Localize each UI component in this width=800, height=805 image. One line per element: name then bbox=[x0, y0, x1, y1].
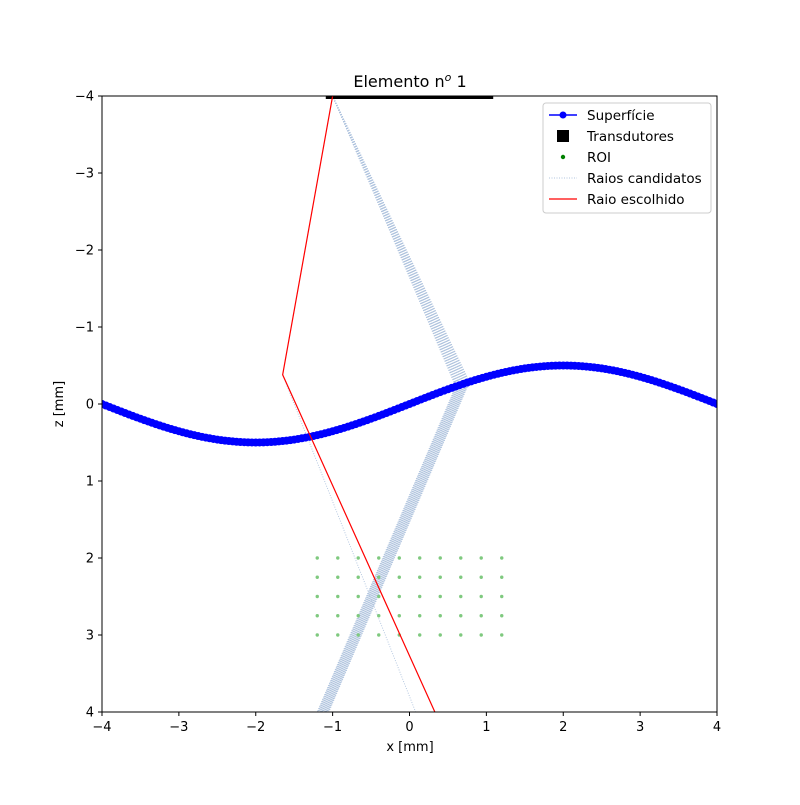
roi-point bbox=[377, 556, 381, 560]
x-tick-label: −4 bbox=[92, 720, 111, 735]
legend-label: Superfície bbox=[587, 108, 655, 124]
roi-point bbox=[356, 575, 360, 579]
roi-point bbox=[479, 575, 483, 579]
roi-point bbox=[418, 556, 422, 560]
y-tick-label: −3 bbox=[75, 167, 94, 182]
roi-point bbox=[438, 594, 442, 599]
roi-point bbox=[336, 633, 340, 637]
y-tick-label: −1 bbox=[75, 321, 94, 336]
roi-layer bbox=[315, 556, 504, 637]
roi-point bbox=[397, 556, 401, 560]
roi-point bbox=[500, 575, 504, 579]
legend-label: Raios candidatos bbox=[587, 171, 702, 187]
y-tick-label: −2 bbox=[75, 244, 94, 259]
legend-label: Raio escolhido bbox=[587, 192, 685, 208]
roi-point bbox=[479, 614, 483, 618]
legend-box bbox=[542, 102, 712, 214]
x-tick-label: −1 bbox=[323, 720, 342, 735]
roi-point bbox=[397, 614, 401, 618]
roi-point bbox=[459, 556, 463, 560]
roi-point bbox=[418, 614, 422, 618]
roi-point bbox=[459, 633, 463, 637]
roi-point bbox=[377, 575, 381, 579]
roi-point bbox=[479, 633, 483, 637]
roi-point bbox=[315, 594, 319, 599]
roi-point bbox=[500, 614, 504, 618]
roi-point bbox=[459, 614, 463, 618]
roi-point bbox=[315, 575, 319, 579]
candidate-ray bbox=[328, 96, 470, 712]
roi-point bbox=[377, 614, 381, 618]
legend-handle-square bbox=[557, 130, 569, 142]
x-tick-label: −3 bbox=[169, 720, 188, 735]
y-tick-label: 2 bbox=[86, 552, 94, 567]
roi-point bbox=[315, 556, 319, 560]
roi-point bbox=[356, 614, 360, 618]
roi-point bbox=[336, 594, 340, 599]
legend-label: ROI bbox=[587, 150, 611, 166]
roi-point bbox=[418, 575, 422, 579]
x-tick-label: 1 bbox=[482, 720, 490, 735]
y-tick-label: 4 bbox=[86, 706, 94, 721]
roi-point bbox=[336, 556, 340, 560]
legend-handle-marker bbox=[559, 111, 567, 119]
roi-point bbox=[479, 594, 483, 599]
roi-point bbox=[438, 614, 442, 618]
x-tick-label: 3 bbox=[636, 720, 644, 735]
roi-point bbox=[377, 633, 381, 637]
roi-point bbox=[459, 594, 463, 599]
x-tick-label: 0 bbox=[405, 720, 413, 735]
roi-point bbox=[418, 594, 422, 599]
transducers-layer bbox=[325, 96, 494, 99]
y-tick-label: −4 bbox=[75, 90, 94, 105]
roi-point bbox=[356, 556, 360, 560]
roi-point bbox=[315, 633, 319, 637]
roi-point bbox=[377, 594, 381, 599]
surface-layer bbox=[102, 361, 717, 447]
chosen-ray-layer bbox=[282, 96, 436, 712]
chart-title-main: Elemento n bbox=[353, 72, 444, 91]
roi-point bbox=[500, 556, 504, 560]
chart-title-tail: 1 bbox=[451, 72, 466, 91]
roi-point bbox=[336, 575, 340, 579]
roi-point bbox=[336, 614, 340, 618]
roi-point bbox=[356, 594, 360, 599]
roi-point bbox=[500, 594, 504, 599]
transducer-marker bbox=[487, 96, 494, 99]
roi-point bbox=[418, 633, 422, 637]
chart-title-superscript: o bbox=[445, 71, 452, 84]
surface-marker bbox=[713, 400, 717, 408]
roi-point bbox=[397, 575, 401, 579]
x-tick-label: −2 bbox=[246, 720, 265, 735]
x-tick-label: 2 bbox=[559, 720, 567, 735]
legend: Superfície Transdutores ROI Raios candidato… bbox=[542, 102, 712, 214]
roi-point bbox=[315, 614, 319, 618]
chosen-ray-line bbox=[282, 96, 436, 712]
y-tick-label: 0 bbox=[86, 398, 94, 413]
chart-title: Elemento no 1 bbox=[353, 71, 466, 91]
roi-point bbox=[459, 575, 463, 579]
roi-point bbox=[397, 594, 401, 599]
y-tick-label: 3 bbox=[86, 629, 94, 644]
roi-point bbox=[500, 633, 504, 637]
x-tick-label: 4 bbox=[713, 720, 721, 735]
roi-point bbox=[438, 575, 442, 579]
roi-point bbox=[438, 633, 442, 637]
roi-point bbox=[438, 556, 442, 560]
x-axis-label: x [mm] bbox=[386, 740, 433, 755]
y-axis-label: z [mm] bbox=[52, 381, 67, 427]
roi-point bbox=[479, 556, 483, 560]
legend-label: Transdutores bbox=[586, 129, 674, 145]
legend-handle-dot bbox=[560, 154, 566, 160]
y-tick-label: 1 bbox=[86, 475, 94, 490]
roi-point bbox=[356, 633, 360, 637]
